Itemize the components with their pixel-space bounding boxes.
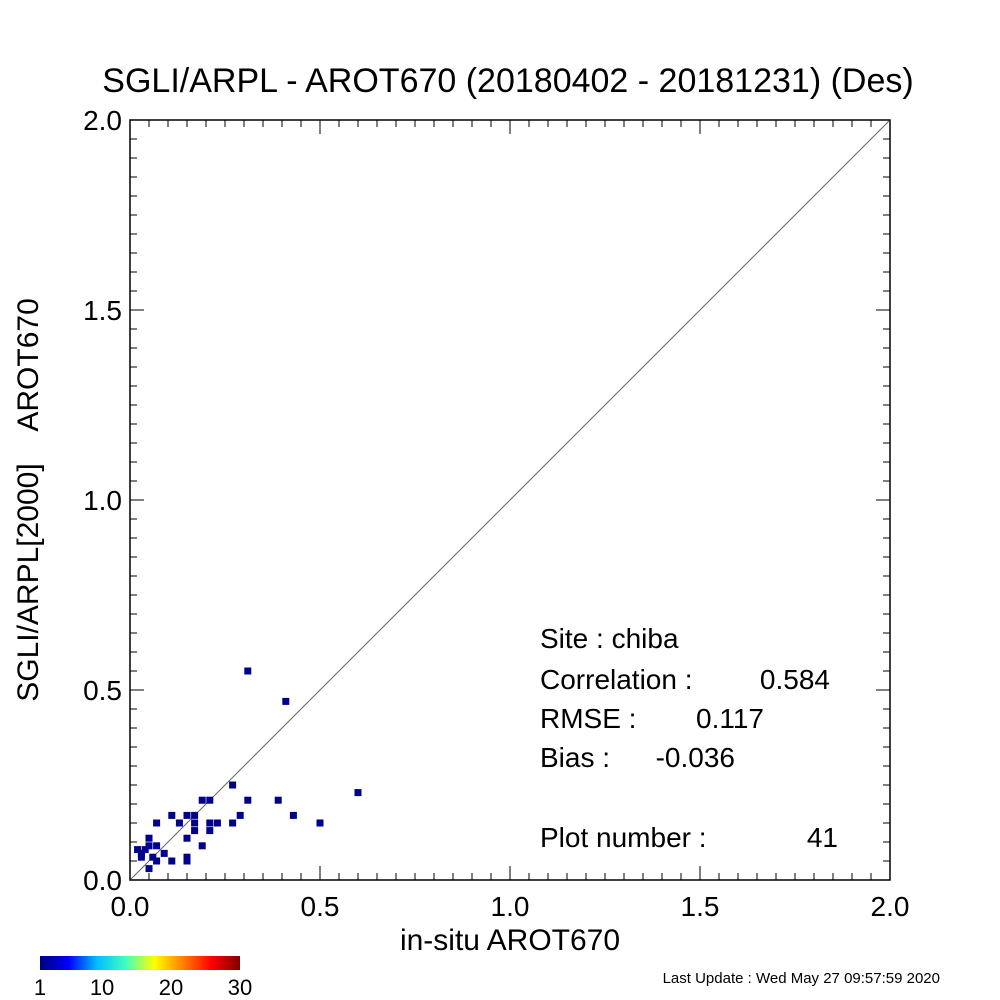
data-point [206,796,214,804]
stats-panel: Site : chiba Correlation : 0.584 RMSE : … [540,623,838,853]
bias-value: -0.036 [656,742,735,773]
data-point [206,827,214,835]
data-point [191,827,199,835]
data-point [183,834,191,842]
colorbar-tick-label: 1 [34,975,46,1000]
data-point [289,811,297,819]
colorbar-tick-label: 20 [159,975,183,1000]
y-tick-label: 1.0 [83,485,122,516]
x-tick-label: 1.0 [491,891,530,922]
rmse-value: 0.117 [696,703,764,734]
last-update-text: Last Update : Wed May 27 09:57:59 2020 [663,970,940,987]
data-point [183,857,191,865]
colorbar-labels: 1 10 20 30 [34,975,252,1000]
data-point [168,857,176,865]
data-point [134,846,142,854]
x-tick-label: 1.5 [681,891,720,922]
data-point [145,865,153,873]
x-tick-label: 2.0 [871,891,910,922]
data-point [316,819,324,827]
one-to-one-line [129,119,891,881]
y-tick-label: 0.5 [83,675,122,706]
data-point [153,857,161,865]
data-point [137,853,145,861]
x-tick-labels: 0.0 0.5 1.0 1.5 2.0 [111,891,910,922]
data-point [183,853,191,861]
data-points [134,667,362,873]
colorbar-gradient [40,956,240,970]
data-point [191,819,199,827]
colorbar-tick-label: 30 [228,975,252,1000]
data-point [206,819,214,827]
correlation-label: Correlation : [540,664,693,695]
data-point [183,811,191,819]
y-tick-labels: 0.0 0.5 1.0 1.5 2.0 [83,105,122,896]
data-point [175,819,183,827]
bias-label: Bias : [540,742,610,773]
data-point [191,811,199,819]
y-axis-label: SGLI/ARPL[2000] AROT670 [12,298,45,702]
data-point [229,819,237,827]
data-point [236,811,244,819]
data-point [274,796,282,804]
axis-ticks [129,119,891,881]
colorbar-tick-label: 10 [90,975,114,1000]
x-tick-label: 0.5 [301,891,340,922]
data-point [141,846,149,854]
data-point [354,789,362,797]
y-tick-label: 0.0 [83,865,122,896]
rmse-label: RMSE : [540,703,636,734]
y-tick-label: 1.5 [83,295,122,326]
chart-title: SGLI/ARPL - AROT670 (20180402 - 20181231… [102,62,913,100]
data-point [244,667,252,675]
data-point [213,819,221,827]
site-text: Site : chiba [540,623,679,654]
data-point [145,842,153,850]
y-tick-label: 2.0 [83,105,122,136]
data-point [145,834,153,842]
data-point [244,796,252,804]
data-point [149,853,157,861]
data-point [198,842,206,850]
data-point [153,842,161,850]
data-point [198,796,206,804]
x-tick-label: 0.0 [111,891,150,922]
plot-number-label: Plot number : [540,822,707,853]
data-point [153,819,161,827]
data-point [137,849,145,857]
plot-number-value: 41 [807,822,838,853]
data-point [282,697,290,705]
data-point [229,781,237,789]
correlation-value: 0.584 [760,664,830,695]
colorbar: 1 10 20 30 [34,956,252,1000]
x-axis-label: in-situ AROT670 [400,924,620,957]
data-point [160,849,168,857]
data-point [168,811,176,819]
